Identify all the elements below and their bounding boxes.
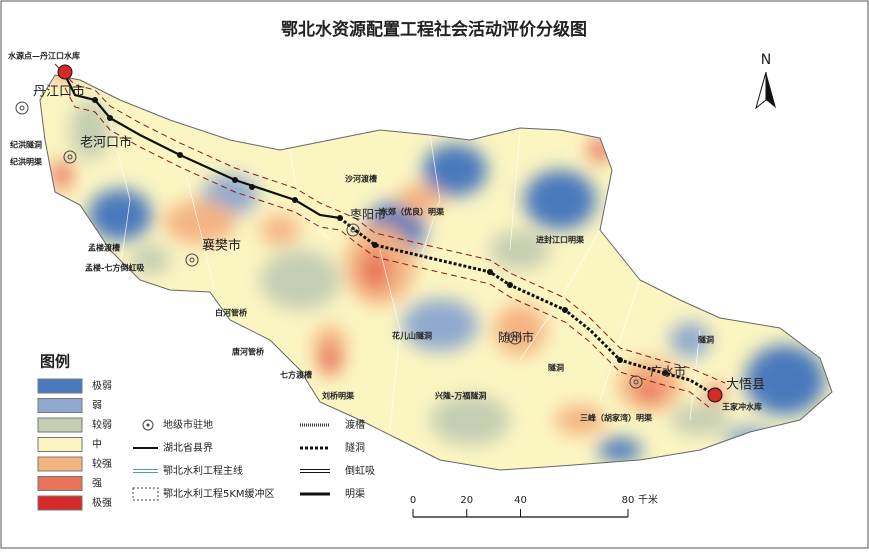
symbol: [132, 487, 159, 501]
heat-zone: [360, 250, 390, 290]
title: 鄂北水资源配置工程社会活动评价分级图: [281, 19, 587, 40]
legend-label: 极强: [92, 496, 112, 509]
place-label: 纪洪隧洞: [10, 140, 42, 150]
place-label: 襄樊市: [202, 238, 241, 254]
heat-zone: [745, 345, 825, 415]
heat-zone: [636, 378, 664, 402]
scale-label: 0: [410, 495, 416, 506]
city-markers: [15, 101, 643, 389]
legend-swatch: [37, 378, 83, 394]
legend-label: 弱: [92, 400, 102, 412]
north-label: N: [761, 52, 771, 68]
heat-zone: [130, 245, 170, 275]
symbol-label: 明渠: [345, 488, 365, 500]
legend-swatch: [37, 476, 83, 491]
place-label: 唐河管桥: [232, 347, 265, 357]
heat-zone: [70, 100, 110, 160]
symbol-label: 鄂北水利工程5KM缓冲区: [163, 487, 275, 500]
legend-swatch: [37, 398, 83, 413]
heat-zone: [423, 144, 487, 196]
heat-zone: [598, 438, 642, 462]
place-label: 大悟县: [726, 378, 765, 393]
symbol-label: 隧洞: [345, 441, 365, 454]
place-label: 隧洞: [548, 363, 564, 373]
place-label: 丹江口市: [33, 84, 85, 100]
legend-label: 强: [92, 478, 102, 490]
legend-label: 中: [92, 438, 102, 451]
place-label: 东郊（优良）明渠: [380, 207, 445, 217]
buffer-edge: [64, 87, 711, 409]
symbol: [142, 419, 154, 431]
place-label: 纪洪明渠: [10, 157, 43, 167]
scale-unit: 千米: [638, 493, 658, 506]
place-label: 隧洞: [698, 335, 714, 345]
symbol-label: 渡槽: [345, 418, 365, 431]
place-label: 七方渡槽: [280, 370, 312, 380]
place-label: 随州市: [498, 330, 534, 345]
place-label: 兴隆-万福隧洞: [435, 391, 486, 401]
heat-zone: [670, 405, 730, 435]
heat-zone: [318, 345, 342, 375]
scale-bar: 0 20 40 80 千米: [410, 493, 658, 518]
county-borders: [109, 119, 701, 431]
place-label: 枣阳市: [350, 207, 386, 222]
buffer-edge: [54, 63, 726, 384]
heat-zone: [52, 160, 72, 190]
legend-swatch: [37, 456, 83, 472]
symbol-label: 鄂北水利工程主线: [163, 464, 243, 477]
place-label: 王家冲水库: [722, 402, 762, 412]
place-label: 老河口市: [80, 135, 132, 151]
place-label: 花儿山隧洞: [392, 331, 432, 341]
legend-swatch: [37, 437, 83, 452]
place-label: 白河管桥: [215, 308, 248, 318]
heat-zone: [494, 304, 546, 356]
symbol: [146, 423, 150, 427]
scale-label: 20: [460, 495, 473, 506]
heat-zone: [398, 184, 442, 216]
nodes: [92, 97, 668, 376]
heat-zone: [524, 170, 596, 230]
place-label: 进封江口明渠: [536, 235, 585, 245]
heat-zone: [555, 405, 605, 435]
legend-label: 极弱: [92, 379, 112, 392]
legend-swatch: [37, 417, 83, 433]
heat: [52, 75, 825, 462]
legend-label: 较强: [92, 457, 112, 470]
place-label: 水源点—丹江口水库: [7, 51, 80, 61]
reservoir-marker: [707, 387, 723, 403]
heat-zone: [430, 395, 510, 445]
legend-label: 较弱: [92, 418, 112, 431]
main-line: [64, 74, 341, 220]
symbol-label: 湖北省县界: [163, 441, 213, 454]
symbol-label: 地级市驻地: [163, 418, 213, 431]
symbol-label: 倒虹吸: [345, 465, 375, 477]
heat-zone: [490, 230, 550, 270]
heat-zone: [164, 200, 236, 244]
place-label: 刘桥明渠: [322, 391, 355, 401]
scale-label: 40: [514, 495, 527, 506]
scale-label: 80: [622, 495, 635, 506]
heat-zone: [260, 215, 300, 245]
heat-zone: [88, 189, 152, 241]
north-arrow: N: [755, 52, 776, 110]
place-label: 孟楼渡槽: [88, 243, 120, 253]
place-label: 沙河渡槽: [345, 174, 377, 184]
legend-title: 图例: [40, 353, 70, 371]
place-label: 广水市: [650, 364, 686, 379]
heat-zone: [402, 299, 478, 351]
place-label: 孟楼-七方倒虹吸: [85, 263, 144, 273]
heat-zone: [260, 250, 340, 310]
source-marker: [57, 64, 73, 80]
place-label: 三峰（胡家湾）明渠: [580, 413, 653, 423]
legend-swatch: [37, 495, 83, 511]
